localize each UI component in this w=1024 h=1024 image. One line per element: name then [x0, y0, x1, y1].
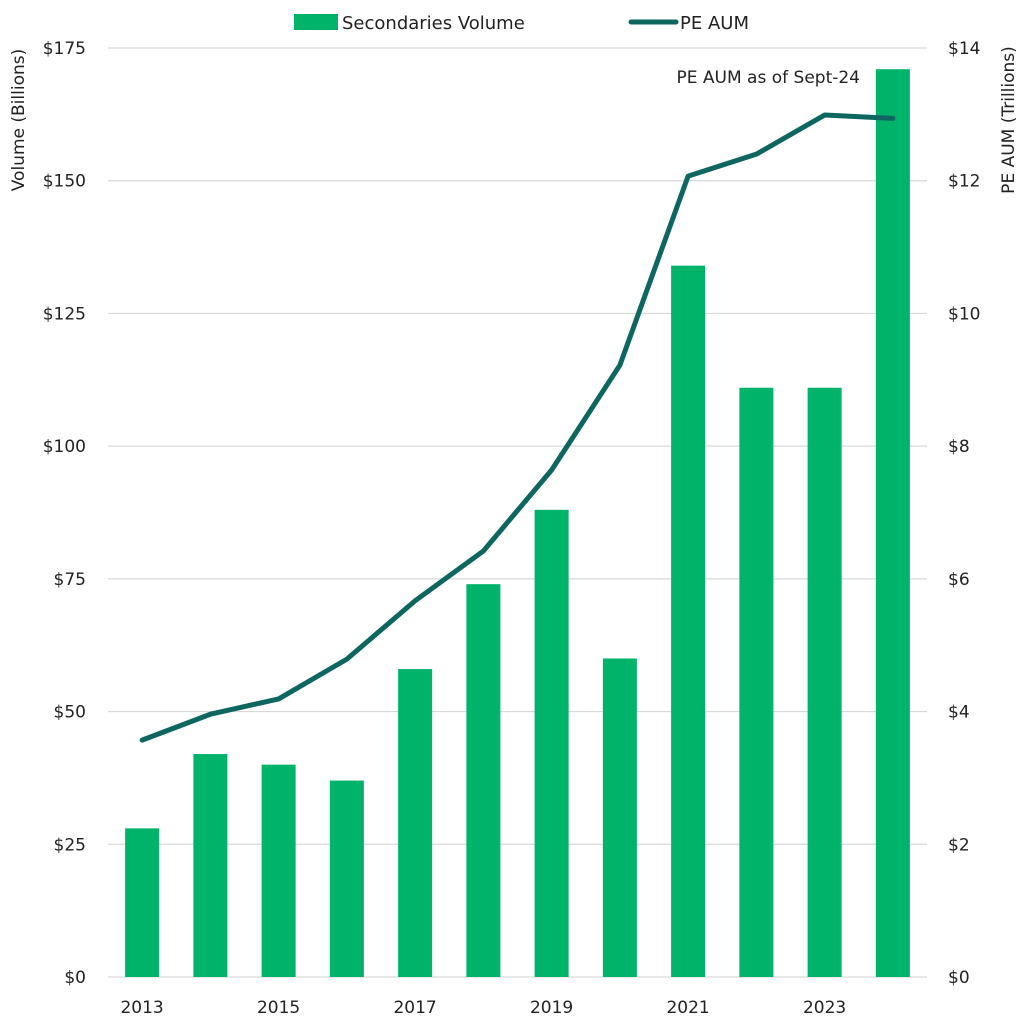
- left-tick-label: $175: [43, 39, 86, 59]
- left-tick-label: $150: [43, 172, 86, 192]
- right-tick-label: $4: [948, 703, 970, 723]
- bar-2021: [671, 265, 706, 977]
- x-tick-label: 2021: [666, 998, 709, 1018]
- annotation-pe-aum-as-of: PE AUM as of Sept-24: [677, 68, 860, 88]
- x-axis-ticks: 2013 2015 2017 2019 2021 2023: [120, 998, 846, 1018]
- x-tick-label: 2023: [803, 998, 846, 1018]
- left-axis-ticks: $0 $25 $50 $75 $100 $125 $150 $175: [43, 39, 86, 988]
- line-series-pe-aum: [139, 112, 896, 743]
- bar-2017: [398, 669, 433, 977]
- left-tick-label: $75: [54, 570, 86, 590]
- bar-series-secondaries-volume: [125, 69, 910, 978]
- left-axis-title: Volume (Billions): [9, 49, 29, 191]
- left-tick-label: $0: [64, 968, 86, 988]
- bar-2018: [466, 584, 501, 977]
- right-tick-label: $14: [948, 39, 980, 59]
- right-tick-label: $2: [948, 835, 970, 855]
- legend-swatch-secondaries-volume: [294, 14, 338, 30]
- bar-2020: [602, 658, 637, 977]
- bar-2022: [739, 387, 774, 978]
- gridlines: [108, 47, 927, 978]
- right-axis-ticks: $0 $2 $4 $6 $8 $10 $12 $14: [948, 39, 980, 988]
- left-tick-label: $25: [54, 835, 86, 855]
- right-tick-label: $6: [948, 570, 970, 590]
- bar-2013: [125, 828, 160, 977]
- legend-label-secondaries-volume: Secondaries Volume: [342, 13, 525, 34]
- left-tick-label: $125: [43, 304, 86, 324]
- x-tick-label: 2015: [257, 998, 300, 1018]
- right-tick-label: $12: [948, 172, 980, 192]
- right-axis-title: PE AUM (Trillions): [999, 46, 1019, 194]
- bar-2015: [261, 764, 296, 977]
- right-tick-label: $10: [948, 304, 980, 324]
- bar-2019: [534, 509, 569, 977]
- bar-2023: [807, 387, 842, 978]
- bar-2016: [329, 780, 364, 977]
- x-tick-label: 2017: [393, 998, 436, 1018]
- right-tick-label: $0: [948, 968, 970, 988]
- bar-2024: [875, 69, 910, 978]
- pe-aum-line: [139, 112, 896, 743]
- legend-label-pe-aum: PE AUM: [680, 13, 749, 34]
- left-tick-label: $100: [43, 437, 86, 457]
- x-tick-label: 2019: [530, 998, 573, 1018]
- x-tick-label: 2013: [120, 998, 163, 1018]
- right-tick-label: $8: [948, 437, 970, 457]
- legend: Secondaries Volume PE AUM: [294, 13, 749, 34]
- left-tick-label: $50: [54, 703, 86, 723]
- bar-2014: [193, 754, 228, 977]
